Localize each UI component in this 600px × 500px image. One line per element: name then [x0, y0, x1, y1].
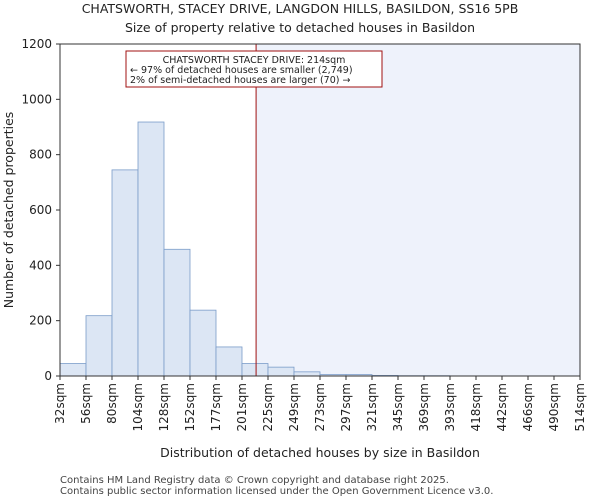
highlight-region: [256, 44, 580, 376]
chart-title: CHATSWORTH, STACEY DRIVE, LANGDON HILLS,…: [82, 1, 519, 16]
x-tick-label: 321sqm: [365, 383, 379, 431]
x-tick-label: 32sqm: [53, 383, 67, 424]
bar-152sqm: [189, 309, 217, 377]
x-tick-label: 104sqm: [131, 383, 145, 431]
x-tick-label: 418sqm: [469, 383, 483, 431]
y-tick-label: 400: [29, 258, 52, 272]
y-tick-label: 800: [29, 148, 52, 162]
bars-group: [59, 121, 451, 377]
annotation-box: [125, 50, 383, 88]
x-tick-label: 393sqm: [443, 383, 457, 431]
x-tick-label: 466sqm: [521, 383, 535, 431]
y-tick-label: 0: [44, 369, 52, 383]
bar-56sqm: [85, 315, 113, 377]
x-tick-label: 177sqm: [209, 383, 223, 431]
y-axis: 0 200 400 600 800 1000 1200: [21, 37, 60, 383]
x-tick-label: 249sqm: [287, 383, 301, 431]
annotation-line-2: 2% of semi-detached houses are larger (7…: [130, 75, 350, 86]
x-tick-label: 56sqm: [79, 383, 93, 424]
annotation-title: CHATSWORTH STACEY DRIVE: 214sqm: [163, 55, 346, 66]
y-axis-label: Number of detached properties: [1, 112, 16, 309]
y-tick-label: 200: [29, 314, 52, 328]
x-tick-label: 80sqm: [105, 383, 119, 424]
y-tick-label: 1000: [21, 92, 52, 106]
bar-249sqm: [293, 371, 321, 377]
x-tick-label: 369sqm: [417, 383, 431, 431]
bar-80sqm: [111, 169, 139, 377]
y-tick-label: 600: [29, 203, 52, 217]
x-tick-label: 514sqm: [573, 383, 587, 431]
bar-177sqm: [215, 346, 243, 377]
bar-32sqm: [59, 363, 87, 377]
x-axis-label: Distribution of detached houses by size …: [160, 445, 480, 460]
x-tick-label: 128sqm: [157, 383, 171, 431]
x-tick-label: 225sqm: [261, 383, 275, 431]
x-tick-label: 297sqm: [339, 383, 353, 431]
x-tick-label: 442sqm: [495, 383, 509, 431]
x-axis: 32sqm 56sqm 80sqm 104sqm 128sqm 152sqm 177sqm 2…: [53, 376, 587, 431]
y-tick-label: 1200: [21, 37, 52, 51]
x-tick-label: 490sqm: [547, 383, 561, 431]
bar-201sqm: [241, 363, 269, 377]
x-tick-label: 273sqm: [313, 383, 327, 431]
footer-line-2: Contains public sector information licen…: [60, 486, 493, 497]
bar-225sqm: [267, 366, 295, 377]
x-tick-label: 152sqm: [183, 383, 197, 431]
footer-line-1: Contains HM Land Registry data © Crown c…: [60, 475, 449, 486]
x-tick-label: 345sqm: [391, 383, 405, 431]
chart-subtitle: Size of property relative to detached ho…: [125, 20, 475, 35]
x-tick-label: 201sqm: [235, 383, 249, 431]
bar-128sqm: [163, 248, 191, 377]
annotation-line-1: ← 97% of detached houses are smaller (2,…: [130, 65, 353, 76]
bar-104sqm: [137, 121, 165, 377]
